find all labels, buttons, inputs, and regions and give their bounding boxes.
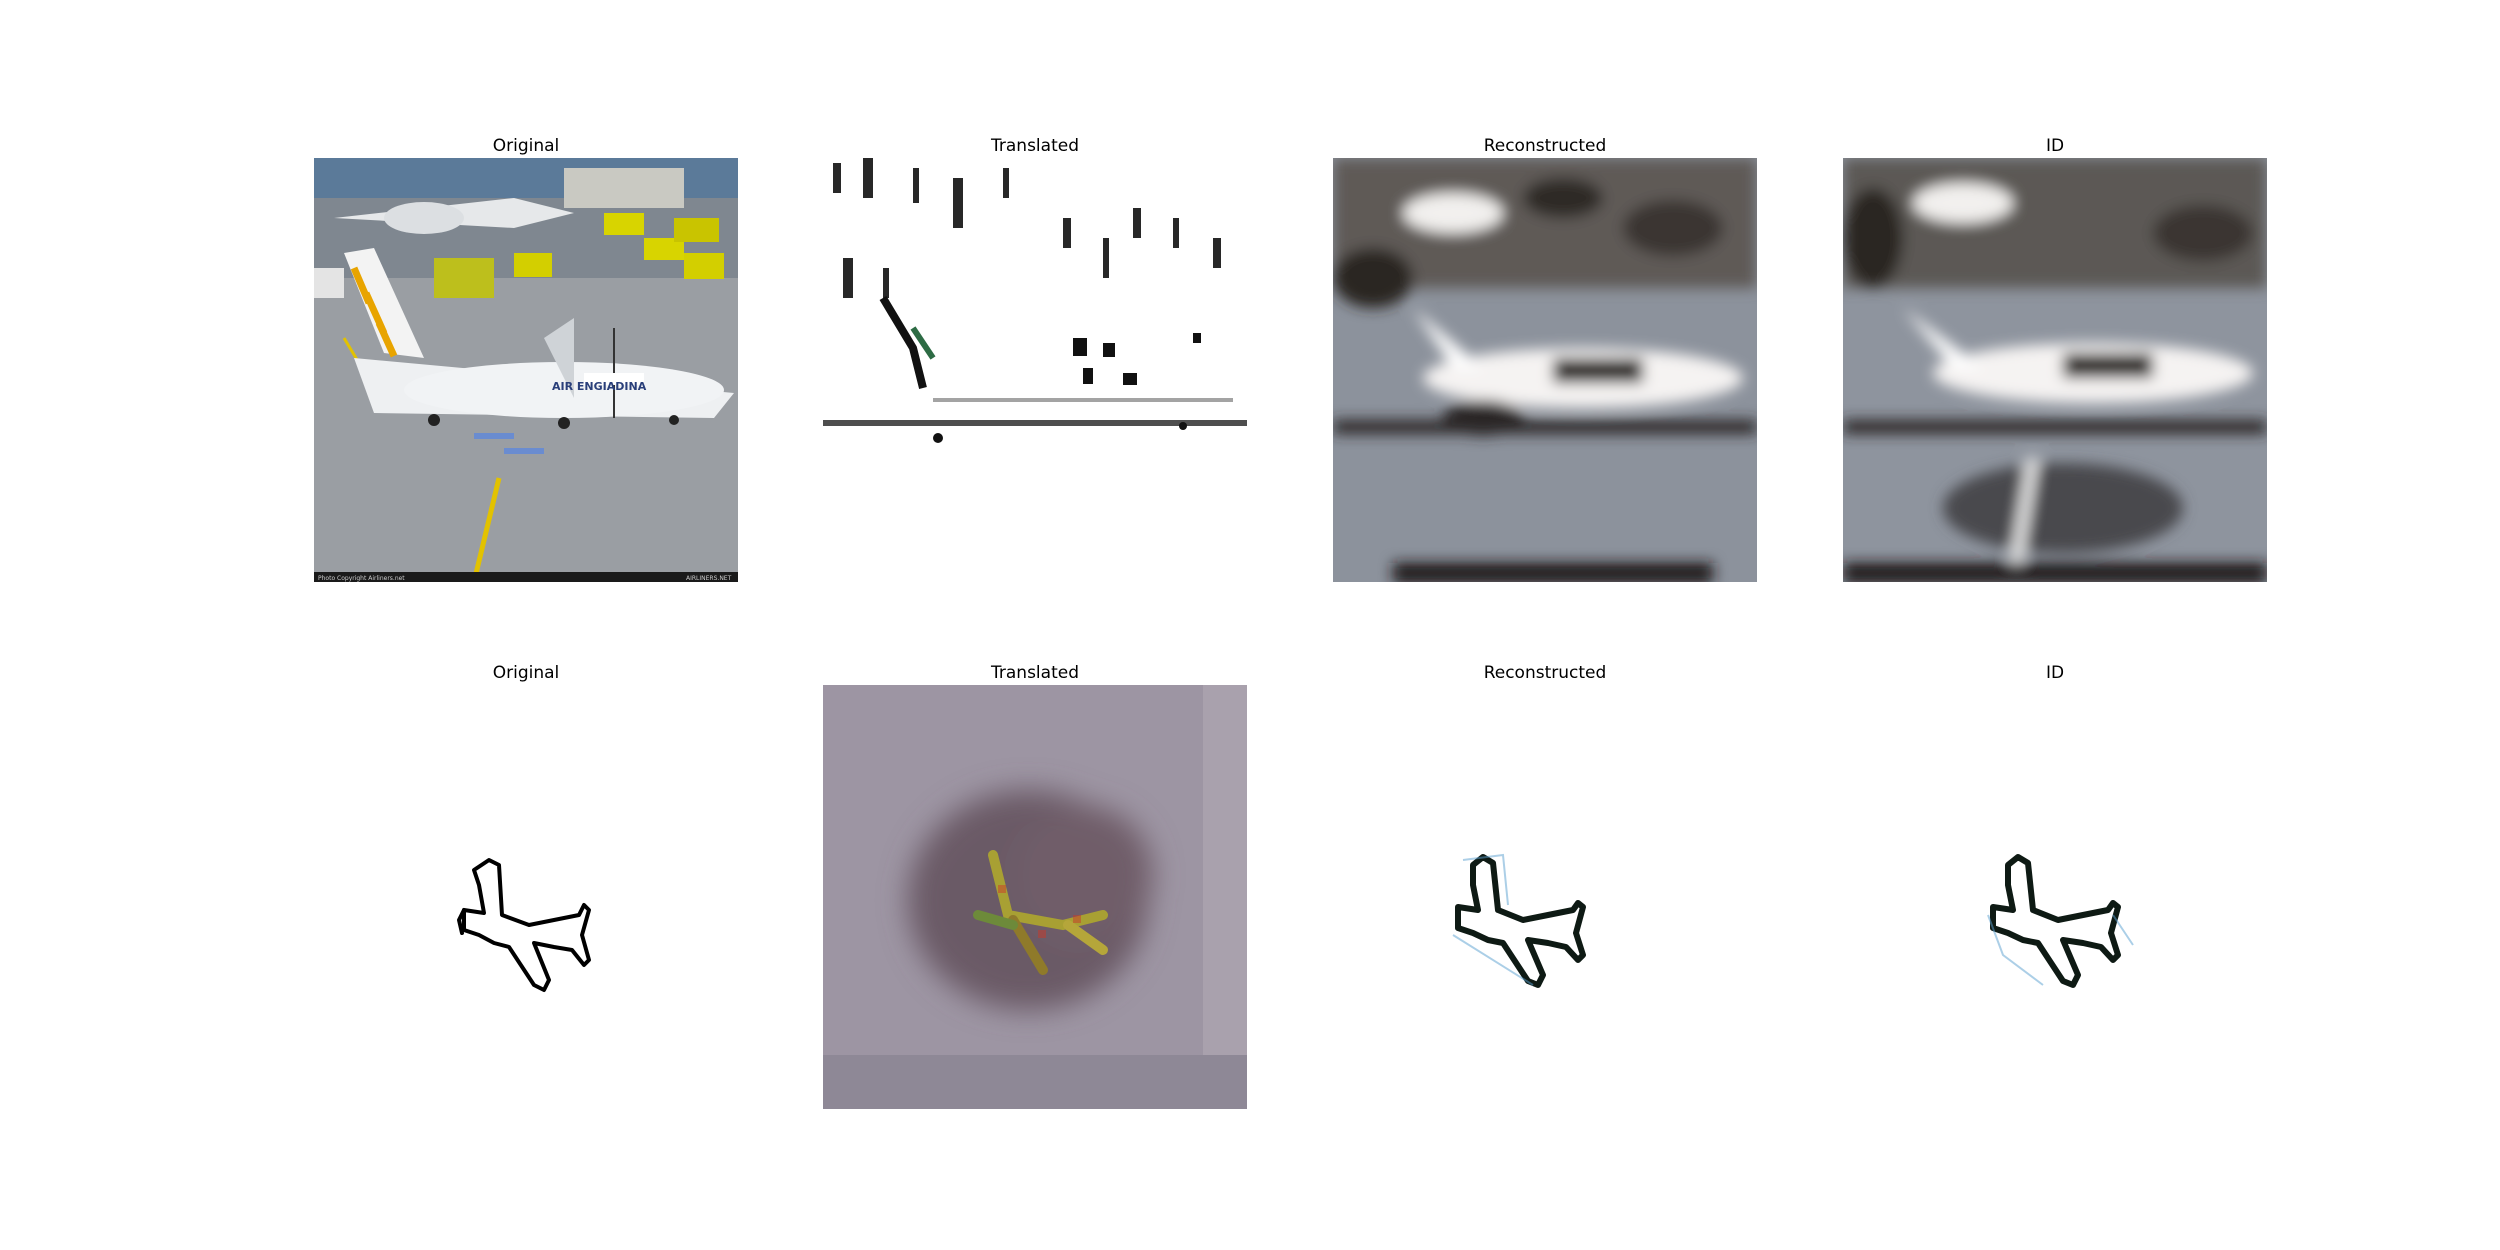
noisy-photo-translation-image: [823, 685, 1247, 1109]
panel-title: Original: [492, 136, 560, 156]
panel-title: Translated: [991, 136, 1079, 156]
panel-title: Translated: [991, 663, 1079, 683]
watermark-left: Photo Copyright Airliners.net: [318, 575, 405, 582]
blurred-photo-identity-image: [1843, 158, 2267, 582]
panel-title: Original: [492, 663, 560, 683]
blurred-photo-reconstruction-image: [1333, 158, 1757, 582]
sketch-reconstruction-image: [1333, 685, 1757, 1109]
panel-title: ID: [2045, 663, 2065, 683]
panel-title: Reconstructed: [1483, 136, 1607, 156]
sketch-style-translation-image: [823, 158, 1247, 582]
photo-airport-plane-image: AIR ENGIADINA Photo Copyright Airliners.…: [314, 158, 738, 582]
watermark-right: AIRLINERS.NET: [686, 575, 732, 582]
panel-title: Reconstructed: [1483, 663, 1607, 683]
sketch-identity-image: [1843, 685, 2267, 1109]
plane-sketch-image: [314, 685, 738, 1109]
panel-title: ID: [2045, 136, 2065, 156]
livery-text: AIR ENGIADINA: [552, 380, 647, 393]
